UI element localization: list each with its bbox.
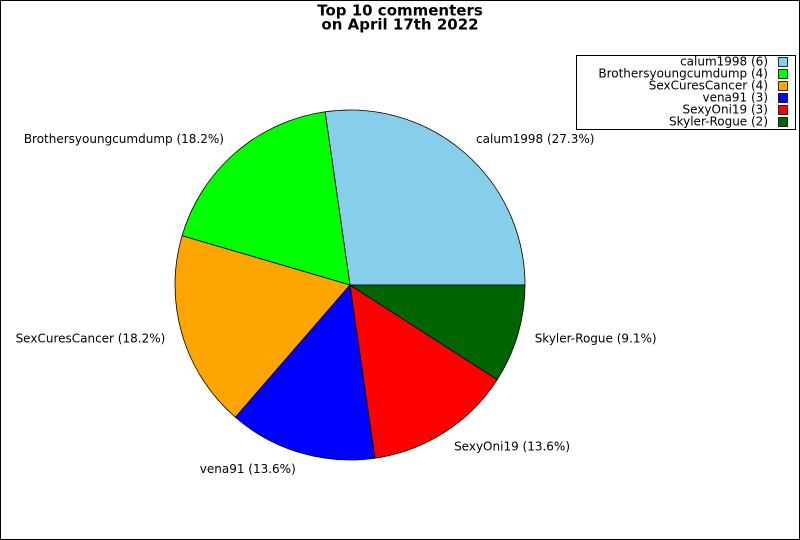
legend-swatch [778, 117, 788, 127]
pie-slice [234, 284, 376, 461]
legend-label: Brothersyoungcumdump (4) [598, 67, 768, 81]
legend-label: SexCuresCancer (4) [649, 79, 768, 93]
slice-label: Brothersyoungcumdump (18.2%) [24, 132, 224, 146]
pie-slice [174, 235, 351, 418]
slice-label: SexCuresCancer (18.2%) [16, 332, 166, 346]
legend-label: SexyOni19 (3) [683, 103, 768, 117]
pie-slice [181, 111, 351, 286]
slice-label: SexyOni19 (13.6%) [454, 439, 570, 453]
legend-swatch [778, 69, 788, 79]
legend-label: calum1998 (6) [680, 55, 768, 69]
slice-label: Skyler-Rogue (9.1%) [535, 332, 657, 346]
legend-label: Skyler-Rogue (2) [669, 115, 768, 129]
legend-swatch [778, 105, 788, 115]
legend-swatch [778, 57, 788, 67]
chart-title: on April 17th 2022 [321, 16, 478, 34]
pie-slice [348, 284, 526, 381]
legend-swatch [778, 93, 788, 103]
slice-label: vena91 (13.6%) [200, 462, 296, 476]
legend-box [576, 55, 796, 130]
pie-slice [349, 284, 498, 459]
slice-label: calum1998 (27.3%) [476, 132, 594, 146]
pie-slice [324, 109, 526, 286]
legend-swatch [778, 81, 788, 91]
chart-title: Top 10 commenters [317, 2, 483, 20]
legend-label: vena91 (3) [702, 91, 768, 105]
